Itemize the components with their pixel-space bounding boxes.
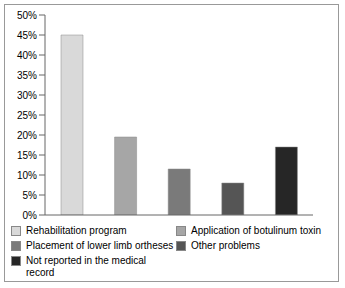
html-text:Placement of lower limb orthes: Placement of lower limb ortheses	[26, 240, 174, 251]
svg-text:40%: 40%	[17, 50, 37, 61]
svg-text:0%: 0%	[23, 210, 38, 219]
html-text:Application of botulinum toxin: Application of botulinum toxin	[191, 225, 322, 236]
svg-text:35%: 35%	[17, 70, 37, 81]
svg-text:50%: 50%	[17, 10, 37, 21]
html-text:Rehabilitation program: Rehabilitation program	[26, 225, 127, 236]
svg-text:10%: 10%	[17, 170, 37, 181]
html-text:Not reported in the medical re: Not reported in the medical record	[26, 255, 147, 278]
svg-text:25%: 25%	[17, 110, 37, 121]
svg-text:45%: 45%	[17, 30, 37, 41]
svg-text:15%: 15%	[17, 150, 37, 161]
html-text:Other problems: Other problems	[191, 240, 260, 251]
svg-text:5%: 5%	[23, 190, 38, 201]
svg-text:30%: 30%	[17, 90, 37, 101]
svg-text:20%: 20%	[17, 130, 37, 141]
